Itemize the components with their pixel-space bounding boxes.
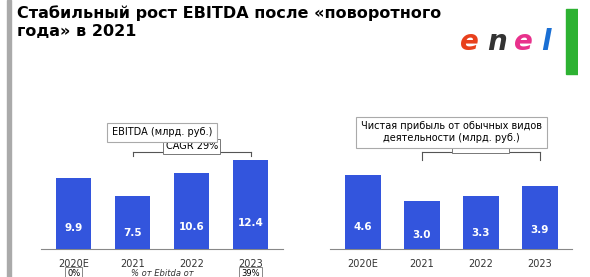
Text: 0%: 0%: [67, 269, 80, 277]
Text: 3.0: 3.0: [412, 230, 431, 240]
Bar: [56, 178, 91, 249]
Text: CAGR 29%: CAGR 29%: [166, 142, 218, 152]
Text: n: n: [487, 27, 507, 56]
Bar: [115, 196, 150, 249]
Text: l: l: [542, 27, 551, 56]
Bar: [345, 175, 381, 249]
Text: % от Ebitda от
ВИЭ: % от Ebitda от ВИЭ: [131, 269, 194, 277]
Text: 12.4: 12.4: [238, 218, 264, 228]
Text: 10.6: 10.6: [179, 222, 205, 232]
Text: EBITDA (млрд. руб.): EBITDA (млрд. руб.): [112, 127, 212, 137]
Text: Чистая прибыль от обычных видов
деятельности (млрд. руб.): Чистая прибыль от обычных видов деятельн…: [361, 122, 542, 143]
Bar: [463, 196, 499, 249]
Text: 9.9: 9.9: [65, 223, 83, 233]
Text: e: e: [460, 27, 479, 56]
Text: 39%: 39%: [241, 269, 260, 277]
Text: 4.6: 4.6: [353, 222, 372, 232]
Bar: [174, 173, 209, 249]
Text: e: e: [514, 27, 533, 56]
Text: 7.5: 7.5: [123, 228, 142, 238]
Bar: [522, 186, 558, 249]
Bar: [233, 160, 268, 249]
Text: CAGR 15%: CAGR 15%: [455, 141, 507, 151]
Text: Стабильный рост EBITDA после «поворотного
года» в 2021: Стабильный рост EBITDA после «поворотног…: [17, 6, 441, 39]
Bar: [566, 9, 581, 74]
Bar: [404, 201, 440, 249]
Text: 3.3: 3.3: [471, 228, 490, 238]
Text: 3.9: 3.9: [530, 225, 549, 235]
